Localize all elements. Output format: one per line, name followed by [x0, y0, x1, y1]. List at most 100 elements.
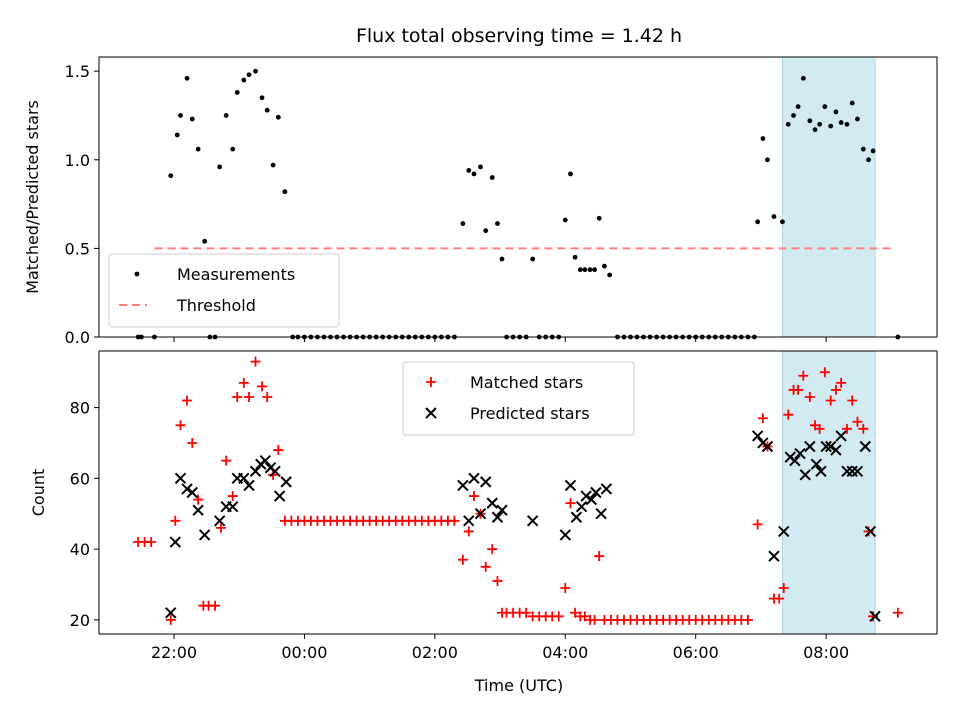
- count-data-point: [579, 611, 590, 622]
- count-data-point: [793, 384, 804, 395]
- ratio-data-point: [755, 219, 761, 225]
- ratio-data-point: [489, 175, 495, 180]
- count-data-point: [273, 445, 284, 456]
- ratio-data-point: [195, 146, 201, 152]
- ratio-data-point: [275, 114, 281, 120]
- ratio-legend-box: [108, 253, 340, 328]
- ratio-data-point: [828, 123, 834, 129]
- ratio-data-point: [866, 157, 871, 163]
- count-data-point: [198, 529, 211, 541]
- ratio-y-tick-label: 1.0: [65, 151, 90, 170]
- ratio-y-tick-label: 0.0: [65, 328, 90, 347]
- ratio-data-point: [833, 109, 839, 115]
- count-data-point: [182, 395, 193, 406]
- count-data-point: [798, 370, 809, 381]
- count-y-axis-label: Count: [29, 469, 48, 517]
- x-tick-label: 02:00: [412, 643, 458, 662]
- ratio-data-point: [855, 116, 860, 122]
- ratio-data-point: [499, 256, 505, 262]
- x-tick-label: 22:00: [151, 643, 197, 662]
- count-data-point: [589, 614, 600, 625]
- count-data-point: [491, 511, 504, 523]
- count-series-0: [133, 356, 903, 625]
- count-data-point: [595, 508, 607, 520]
- count-data-point: [187, 437, 198, 448]
- x-tick-label: 08:00: [803, 643, 849, 662]
- count-data-point: [238, 377, 249, 388]
- count-data-point: [774, 593, 785, 604]
- ratio-data-point: [596, 215, 602, 221]
- ratio-data-point: [849, 100, 855, 106]
- count-data-point: [852, 416, 863, 427]
- count-data-point: [186, 486, 198, 499]
- ratio-data-point: [259, 95, 265, 101]
- count-data-point: [835, 430, 847, 442]
- count-data-point: [820, 440, 832, 453]
- count-data-point: [269, 465, 281, 477]
- count-data-point: [259, 454, 272, 467]
- count-data-point: [804, 440, 816, 453]
- count-data-point: [830, 444, 842, 456]
- x-tick-label: 06:00: [673, 643, 719, 662]
- count-data-point: [457, 554, 468, 565]
- count-data-point: [463, 526, 474, 537]
- ratio-data-point: [168, 173, 174, 179]
- count-data-point: [594, 551, 605, 562]
- ratio-legend-label: Measurements: [177, 265, 295, 284]
- ratio-data-point: [495, 221, 500, 226]
- ratio-data-point: [771, 214, 777, 219]
- x-tick-label: 04:00: [542, 643, 588, 662]
- count-data-point: [799, 469, 811, 481]
- count-data-point: [174, 472, 187, 485]
- count-data-point: [846, 465, 858, 477]
- count-data-point: [752, 519, 763, 530]
- count-data-point: [257, 381, 268, 392]
- ratio-data-point: [568, 171, 573, 177]
- count-data-point: [474, 508, 487, 520]
- ratio-y-tick-label: 0.5: [65, 239, 90, 258]
- count-data-point: [836, 377, 847, 388]
- ratio-data-point: [582, 267, 588, 273]
- ratio-data-point: [765, 157, 770, 163]
- count-data-point: [165, 607, 177, 619]
- ratio-axes-frame: [98, 56, 938, 338]
- ratio-data-point: [246, 72, 252, 78]
- count-data-point: [864, 525, 877, 538]
- count-data-point: [841, 465, 853, 477]
- count-data-point: [851, 465, 864, 477]
- count-data-point: [210, 600, 221, 611]
- count-data-point: [480, 561, 491, 572]
- ratio-data-point: [785, 121, 791, 127]
- x-axis-label: Time (UTC): [474, 676, 563, 695]
- count-data-point: [480, 476, 492, 488]
- ratio-data-point: [253, 68, 258, 74]
- ratio-data-point: [174, 132, 180, 138]
- count-data-point: [227, 491, 238, 502]
- count-data-point: [463, 515, 475, 527]
- ratio-data-point: [241, 77, 247, 83]
- count-data-point: [810, 458, 823, 470]
- count-series-1: [165, 430, 881, 623]
- count-data-point: [215, 522, 226, 533]
- ratio-data-point: [800, 75, 806, 81]
- count-data-point: [243, 391, 254, 402]
- count-axes-frame: [98, 350, 938, 635]
- count-data-point: [859, 440, 871, 453]
- count-data-point: [146, 537, 157, 548]
- count-data-point: [794, 447, 806, 460]
- ratio-data-point: [860, 146, 866, 152]
- ratio-data-point: [562, 217, 568, 223]
- ratio-data-point: [178, 113, 183, 118]
- ratio-data-point: [217, 164, 223, 170]
- count-y-tick-label: 80: [70, 399, 90, 418]
- count-data-point: [824, 440, 837, 453]
- count-data-point: [789, 454, 801, 467]
- count-data-point: [213, 515, 226, 527]
- ratio-legend: Measurements Threshold: [108, 253, 340, 328]
- count-data-point: [521, 607, 532, 618]
- count-data-point: [170, 515, 181, 526]
- count-data-point: [181, 483, 193, 495]
- count-data-point: [590, 486, 602, 499]
- ratio-data-point: [760, 136, 766, 141]
- ratio-data-point: [234, 90, 240, 95]
